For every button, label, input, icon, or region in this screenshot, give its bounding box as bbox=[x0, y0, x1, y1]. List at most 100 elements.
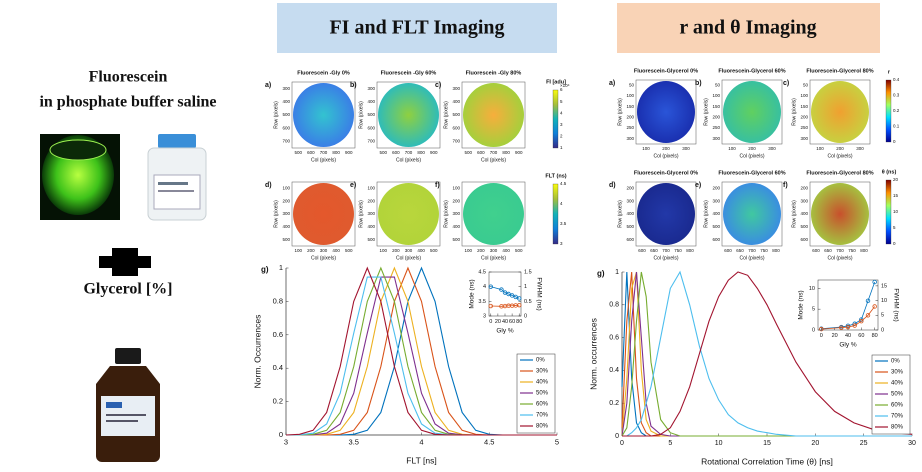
y-tick-label: 1 bbox=[615, 269, 619, 276]
x-tick-label: 0 bbox=[489, 319, 492, 325]
image-y-label: Row (pixels) bbox=[443, 200, 449, 228]
colorbar bbox=[552, 89, 559, 149]
section-title: r and θ Imaging bbox=[679, 17, 816, 39]
x-tick-label: 20 bbox=[832, 333, 838, 339]
image-x-tick: 800 bbox=[502, 150, 510, 155]
y-tick-label: 0.8 bbox=[609, 302, 619, 309]
panel-letter: d) bbox=[609, 182, 616, 189]
image-y-tick: 600 bbox=[712, 237, 720, 242]
image-x-tick: 600 bbox=[638, 248, 646, 253]
legend-label: 70% bbox=[536, 413, 549, 419]
image-x-label: Col (pixels) bbox=[827, 153, 852, 159]
image-x-tick: 200 bbox=[662, 146, 670, 151]
series-marker bbox=[502, 290, 508, 295]
image-x-tick: 100 bbox=[728, 146, 736, 151]
image-y-label: Row (pixels) bbox=[791, 200, 797, 228]
x-tick-label: 4.5 bbox=[484, 437, 494, 446]
x-tick-label: 60 bbox=[509, 319, 515, 325]
colorbar-tick: 0 bbox=[893, 241, 896, 246]
series-marker bbox=[506, 291, 511, 297]
image-x-tick: 100 bbox=[295, 248, 303, 253]
x-tick-label: 5 bbox=[668, 440, 672, 447]
image bbox=[463, 183, 524, 245]
image-title: Fluorescein-Glycerol 80% bbox=[806, 170, 873, 176]
y2-tick-label: 1 bbox=[524, 284, 527, 290]
image-x-tick: 300 bbox=[320, 248, 328, 253]
image-y-tick: 700 bbox=[367, 139, 375, 144]
image-y-label: Row (pixels) bbox=[273, 200, 279, 228]
x-axis-label: Gly % bbox=[496, 328, 514, 335]
image-y-tick: 400 bbox=[800, 211, 808, 216]
image bbox=[293, 183, 354, 245]
image-y-tick: 700 bbox=[282, 139, 290, 144]
image-y-tick: 600 bbox=[626, 237, 634, 242]
image-y-label: Row (pixels) bbox=[617, 200, 623, 228]
image-y-tick: 300 bbox=[626, 136, 634, 141]
y-tick-label: 0.2 bbox=[609, 400, 619, 407]
x-tick-label: 5 bbox=[555, 437, 559, 446]
image bbox=[378, 83, 439, 147]
panel-letter: c) bbox=[435, 82, 441, 89]
y-tick-label: 4.5 bbox=[478, 269, 486, 275]
x-tick-label: 0 bbox=[820, 333, 823, 339]
image bbox=[811, 81, 869, 143]
image-y-tick: 700 bbox=[452, 139, 460, 144]
x-tick-label: 40 bbox=[845, 333, 851, 339]
legend-label: 30% bbox=[536, 369, 549, 375]
y2-tick-label: 0 bbox=[524, 313, 527, 319]
image-x-tick: 700 bbox=[320, 150, 328, 155]
image-x-tick: 500 bbox=[430, 248, 438, 253]
y-tick-label: 0 bbox=[812, 327, 815, 333]
image-x-tick: 650 bbox=[650, 248, 658, 253]
legend-label: 60% bbox=[536, 402, 549, 408]
image-y-tick: 300 bbox=[800, 198, 808, 203]
image-y-tick: 400 bbox=[367, 224, 375, 229]
y-axis-label: Mode (ns) bbox=[798, 290, 805, 319]
image-x-label: Col (pixels) bbox=[739, 255, 764, 261]
x-tick-label: 3 bbox=[284, 437, 288, 446]
section-title: FI and FLT Imaging bbox=[329, 17, 504, 39]
image-x-tick: 400 bbox=[417, 248, 425, 253]
series-marker bbox=[872, 304, 877, 309]
colorbar-tick: 3 bbox=[560, 122, 563, 127]
image-x-label: Col (pixels) bbox=[481, 255, 506, 261]
panel-letter: f) bbox=[435, 182, 440, 189]
image-x-tick: 300 bbox=[405, 248, 413, 253]
image-y-tick: 200 bbox=[626, 186, 634, 191]
colorbar-tick: 10 bbox=[893, 209, 899, 214]
image-x-tick: 200 bbox=[836, 146, 844, 151]
image-title: Fluorescein-Glycerol 80% bbox=[806, 68, 873, 74]
image-x-tick: 600 bbox=[307, 150, 315, 155]
beaker-photo bbox=[40, 134, 120, 220]
image-y-tick: 300 bbox=[712, 136, 720, 141]
image-x-label: Col (pixels) bbox=[481, 157, 506, 163]
image-y-label: Row (pixels) bbox=[791, 98, 797, 126]
image bbox=[293, 83, 354, 147]
series-marker bbox=[819, 326, 824, 332]
image-x-tick: 100 bbox=[380, 248, 388, 253]
y2-tick-label: 15 bbox=[881, 283, 887, 289]
series-line bbox=[821, 306, 875, 330]
image-y-tick: 150 bbox=[712, 104, 720, 109]
image-y-tick: 400 bbox=[452, 224, 460, 229]
y2-tick-label: 1.5 bbox=[524, 269, 532, 275]
section-header-box bbox=[617, 3, 880, 53]
image-y-tick: 100 bbox=[626, 93, 634, 98]
y-tick-label: 1 bbox=[279, 263, 283, 272]
y-tick-label: 4 bbox=[483, 284, 486, 290]
image-y-tick: 200 bbox=[367, 198, 375, 203]
y-tick-label: 0.2 bbox=[273, 397, 283, 406]
additive-label: Glycerol [%] bbox=[83, 281, 172, 298]
panel-letter: f) bbox=[783, 182, 788, 189]
buffer-bottle-photo bbox=[147, 134, 207, 221]
legend-label: 70% bbox=[891, 414, 904, 420]
image-y-tick: 400 bbox=[282, 224, 290, 229]
image-y-tick: 150 bbox=[626, 104, 634, 109]
x-tick-label: 0 bbox=[620, 440, 624, 447]
image-y-tick: 200 bbox=[626, 115, 634, 120]
image-y-tick: 50 bbox=[629, 83, 635, 88]
image-x-tick: 700 bbox=[836, 248, 844, 253]
glycerol-bottle-photo bbox=[96, 348, 160, 462]
x-tick-label: 15 bbox=[763, 440, 771, 447]
image-y-tick: 300 bbox=[282, 86, 290, 91]
